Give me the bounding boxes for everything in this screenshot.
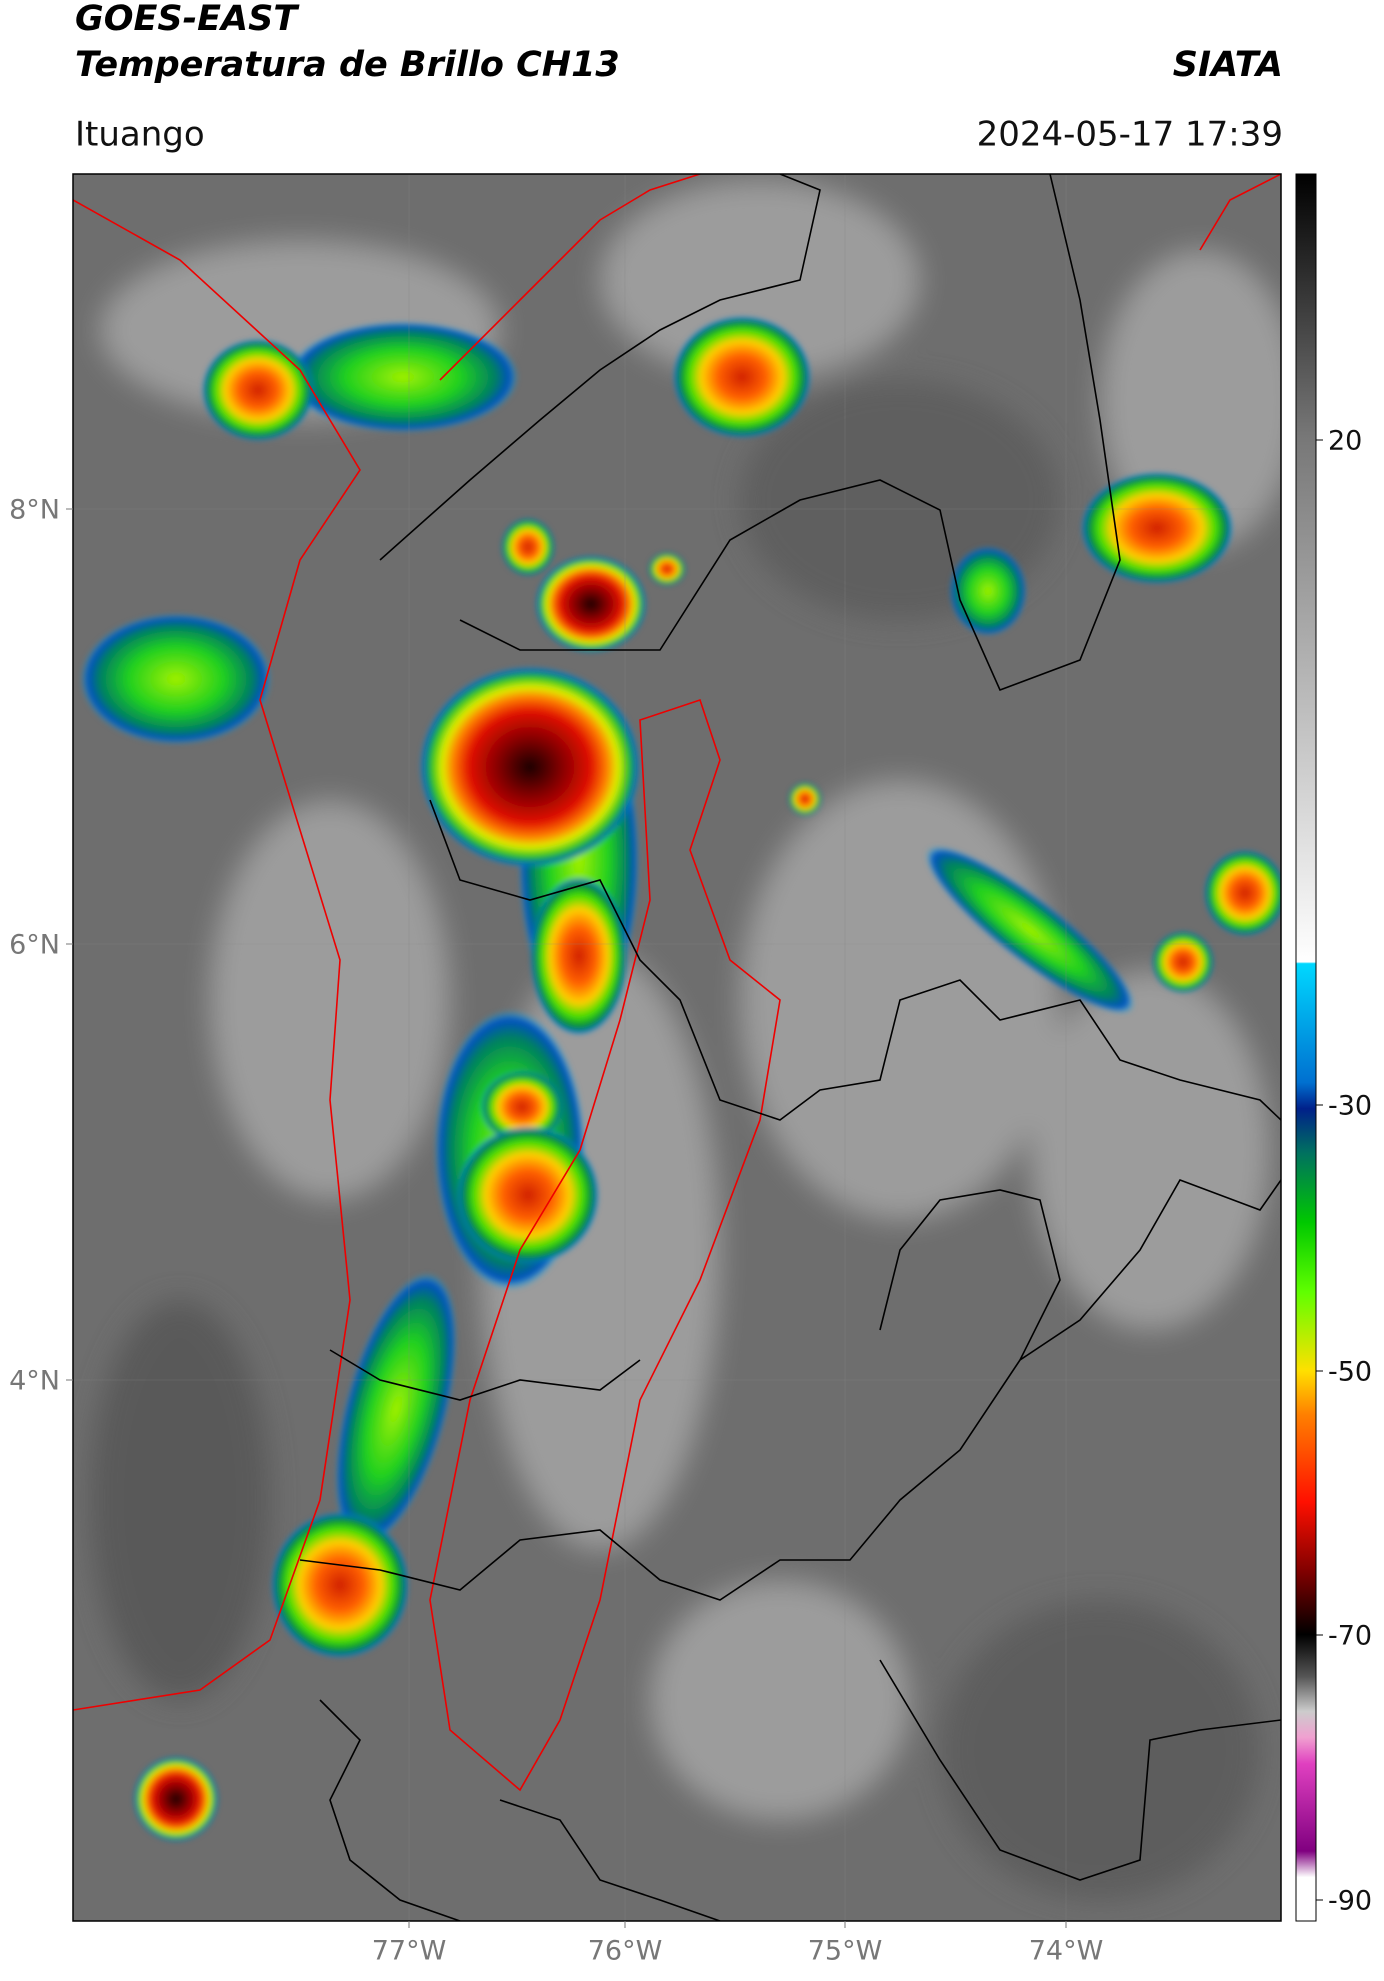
lon-label: 76°W [588,1936,663,1967]
storms [81,317,1281,1841]
lon-label: 75°W [808,1936,883,1967]
lat-label: 6°N [9,930,60,961]
product-title: Temperatura de Brillo CH13 [75,45,620,85]
lat-ticks: 8°N 6°N 4°N [9,495,73,1397]
colorbar-ticks: 20 -30 -50 -70 -90 [1316,426,1372,1917]
colorbar-label: -70 [1328,1621,1372,1652]
lon-label: 74°W [1029,1936,1104,1967]
lat-label: 8°N [9,495,60,526]
colorbar-label: -90 [1328,1886,1372,1917]
colorbar-label: -50 [1328,1357,1372,1388]
location-label: Ituango [75,115,205,155]
colorbar [1295,173,1317,1922]
map-frame [72,173,1282,1922]
satellite-image [73,174,1281,1921]
colorbar-label: -30 [1328,1091,1372,1122]
lat-label: 4°N [9,1366,60,1397]
datetime-label: 2024-05-17 17:39 [977,115,1283,155]
satellite-title: GOES-EAST [75,0,300,39]
agency-title: SIATA [1173,45,1283,85]
lon-ticks: 77°W 76°W 75°W 74°W [372,1921,1104,1967]
grid-lines [73,174,1281,1921]
colorbar-label: 20 [1328,426,1362,457]
lon-label: 77°W [372,1936,447,1967]
borders [73,174,1281,1921]
